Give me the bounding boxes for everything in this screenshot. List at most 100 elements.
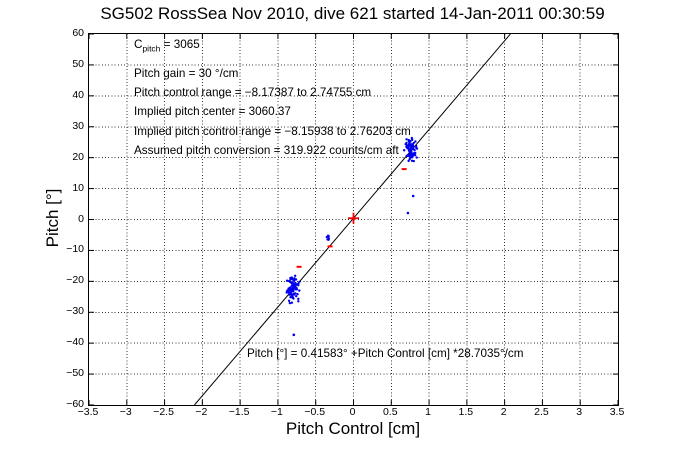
data-point: [406, 146, 409, 149]
x-tick-label: −1.5: [228, 406, 250, 418]
x-tick-label: 3: [576, 406, 583, 418]
x-axis-label: Pitch Control [cm]: [285, 419, 421, 438]
data-point: [410, 156, 414, 159]
data-point: [298, 280, 301, 284]
data-point: [406, 211, 410, 215]
red-dash-marker: [401, 168, 407, 171]
data-point: [415, 146, 418, 150]
data-point: [288, 301, 292, 305]
data-point: [327, 238, 330, 241]
data-point: [327, 235, 330, 238]
data-point: [297, 297, 300, 301]
data-point: [414, 140, 417, 143]
data-point: [405, 138, 408, 141]
x-tick-label: 2: [500, 406, 507, 418]
y-tick-label: 20: [72, 150, 84, 163]
data-point: [294, 292, 297, 295]
data-point: [414, 144, 418, 148]
red-dash-marker: [327, 245, 333, 248]
data-point: [409, 150, 413, 154]
data-point: [290, 294, 294, 297]
fit-info-line: Implied pitch control range = −8.15938 t…: [134, 124, 411, 138]
data-point: [409, 144, 412, 148]
fit-info-line: Pitch control range = −8.17387 to 2.7475…: [134, 85, 372, 99]
y-tick-label: −10: [66, 243, 84, 256]
data-point: [412, 141, 415, 145]
data-point: [289, 286, 292, 289]
data-point: [290, 276, 293, 279]
data-point: [414, 151, 417, 155]
data-point: [297, 300, 300, 303]
y-tick-label: −30: [66, 305, 84, 318]
data-point: [405, 141, 408, 145]
x-tick-label: −0.5: [304, 406, 326, 418]
data-point: [286, 289, 289, 292]
x-tick-label: 1: [425, 406, 431, 418]
y-tick-label: −50: [66, 367, 84, 380]
y-tick-label: −60: [66, 398, 84, 410]
y-tick-label: 30: [72, 119, 84, 132]
data-point: [288, 279, 291, 282]
data-point: [285, 279, 289, 282]
plot-area: Cpitch = 3065 Pitch gain = 30 °/cm Pitch c…: [88, 33, 619, 406]
data-point: [412, 146, 415, 149]
y-tick-label: −20: [66, 274, 84, 287]
fit-line: [194, 34, 511, 405]
data-point: [292, 333, 296, 337]
data-point: [412, 147, 415, 151]
data-point: [325, 235, 329, 239]
y-tick-label: 0: [78, 212, 84, 225]
data-point: [297, 284, 300, 287]
data-point: [293, 284, 297, 287]
data-point: [409, 140, 412, 143]
x-tick-label: −1: [270, 406, 283, 418]
data-point: [402, 149, 406, 152]
data-point: [412, 159, 415, 163]
plot-canvas: [89, 34, 618, 405]
data-point: [290, 301, 294, 304]
x-tick-label: 1.5: [458, 406, 474, 418]
data-point: [415, 156, 418, 159]
x-tick-label: 0.5: [382, 406, 398, 418]
data-point: [294, 281, 297, 285]
y-tick-label: −40: [66, 336, 84, 349]
plot-title: SG502 RossSea Nov 2010, dive 621 started…: [100, 4, 605, 23]
data-point: [292, 297, 295, 300]
data-point: [406, 144, 410, 147]
data-point: [293, 274, 297, 277]
y-tick-label: 50: [72, 57, 84, 70]
data-point: [295, 286, 298, 289]
data-point: [406, 154, 410, 158]
fit-info-line: Implied pitch center = 3060.37: [134, 105, 291, 119]
data-point: [294, 294, 298, 298]
data-point: [287, 299, 291, 302]
red-dash-marker: [296, 265, 302, 268]
data-point: [407, 159, 410, 163]
fit-info-block: Cpitch = 3065 Pitch gain = 30 °/cm Pitch c…: [134, 35, 411, 160]
data-point: [293, 277, 296, 280]
data-point: [287, 290, 291, 294]
y-tick-label: 40: [72, 88, 84, 101]
x-tick-label: −2: [195, 406, 208, 418]
fit-info-line: Cpitch = 3065: [134, 38, 200, 54]
data-point: [291, 282, 294, 286]
y-tick-label: 60: [72, 27, 84, 39]
data-point: [297, 282, 300, 285]
x-tick-label: 0: [349, 406, 356, 418]
data-point: [411, 194, 415, 198]
x-tick-label: −3.5: [77, 406, 99, 418]
x-tick-label: −3: [119, 406, 132, 418]
x-tick-label: 2.5: [534, 406, 549, 418]
y-tick-label: 10: [72, 181, 84, 194]
x-tick-label: −2.5: [153, 406, 174, 418]
fit-equation-annotation: Pitch [°] = 0.41583° +Pitch Control [cm]…: [247, 347, 524, 360]
data-point: [410, 138, 414, 142]
fit-info-line: Assumed pitch conversion = 319.922 count…: [134, 143, 399, 157]
data-point: [291, 287, 294, 291]
data-point: [296, 292, 299, 296]
data-point: [298, 289, 301, 292]
fit-info-line: Pitch gain = 30 °/cm: [134, 66, 239, 80]
data-point: [407, 138, 410, 142]
x-tick-label: 3.5: [609, 406, 625, 418]
